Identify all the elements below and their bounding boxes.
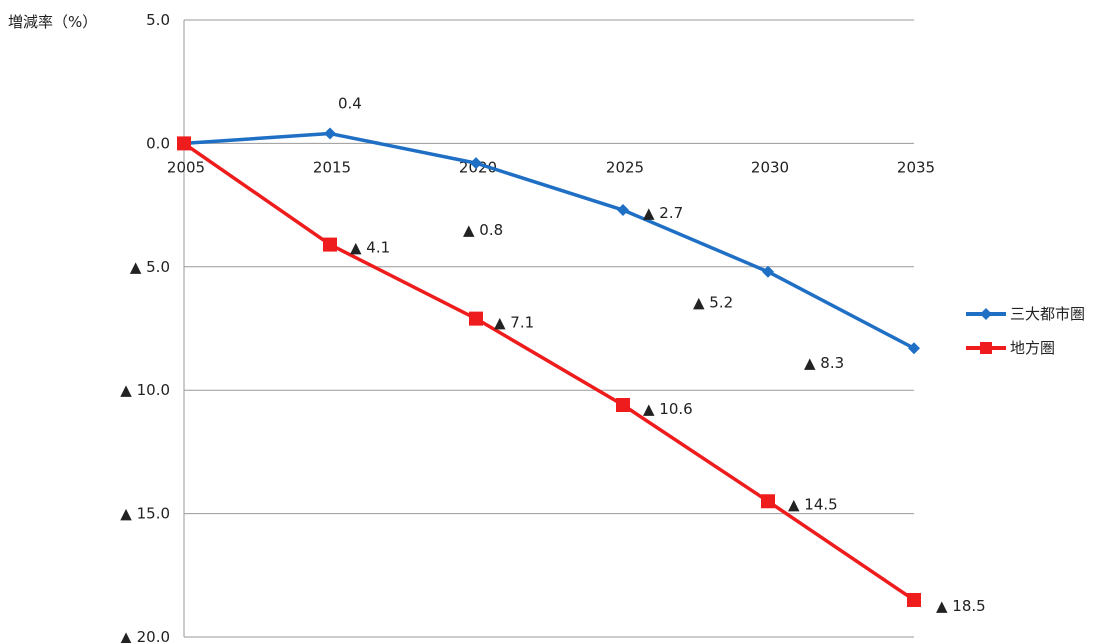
data-label: ▲ 10.6 — [643, 400, 693, 418]
data-point — [323, 237, 337, 252]
data-label: ▲ 2.7 — [643, 204, 683, 222]
y-tick-label: 0.0 — [146, 134, 170, 152]
data-point — [761, 494, 775, 509]
data-labels: 0.4 ▲ 0.8 ▲ 2.7 ▲ 5.2 ▲ 8.3 ▲ 4.1 ▲ 7.1 ▲ 10.6 ▲… — [338, 95, 986, 615]
data-point — [908, 342, 920, 355]
x-tick-labels: 2005 2015 2020 2025 2030 2035 — [167, 158, 935, 176]
y-tick-label: 5.0 — [146, 11, 170, 29]
x-tick-label: 2025 — [606, 158, 644, 176]
data-point — [907, 592, 921, 607]
legend-marker — [980, 342, 992, 354]
data-point — [470, 157, 482, 170]
data-label: ▲ 5.2 — [693, 294, 733, 312]
data-label: ▲ 4.1 — [350, 239, 390, 257]
data-label: ▲ 14.5 — [788, 495, 838, 513]
y-tick-label: ▲ 15.0 — [120, 505, 170, 523]
x-tick-label: 2030 — [751, 158, 789, 176]
data-point — [469, 311, 483, 326]
x-tick-label: 2015 — [313, 158, 351, 176]
data-point — [177, 136, 191, 151]
legend-label: 三大都市圏 — [1010, 305, 1085, 323]
data-label: ▲ 0.8 — [463, 221, 503, 239]
y-axis-label: 増減率（%） — [8, 13, 97, 31]
legend-marker — [980, 308, 992, 320]
series-group — [177, 127, 921, 607]
gridlines — [183, 19, 914, 638]
y-tick-label: ▲ 20.0 — [120, 628, 170, 643]
data-label: ▲ 8.3 — [804, 354, 844, 372]
data-label: 0.4 — [338, 95, 362, 113]
data-label: ▲ 7.1 — [494, 314, 534, 332]
y-tick-label: ▲ 10.0 — [120, 381, 170, 399]
data-label: ▲ 18.5 — [936, 597, 986, 615]
data-point — [762, 265, 774, 278]
y-tick-labels: 5.0 0.0 ▲ 5.0 ▲ 10.0 ▲ 15.0 ▲ 20.0 — [120, 11, 170, 643]
legend-label: 地方圏 — [1010, 339, 1055, 357]
data-point — [617, 204, 629, 217]
data-point — [324, 127, 336, 140]
x-tick-label: 2005 — [167, 158, 205, 176]
series-line — [183, 131, 915, 350]
data-point — [616, 398, 630, 413]
x-tick-label: 2035 — [897, 158, 935, 176]
y-tick-label: ▲ 5.0 — [130, 258, 170, 276]
series-line — [183, 141, 915, 602]
